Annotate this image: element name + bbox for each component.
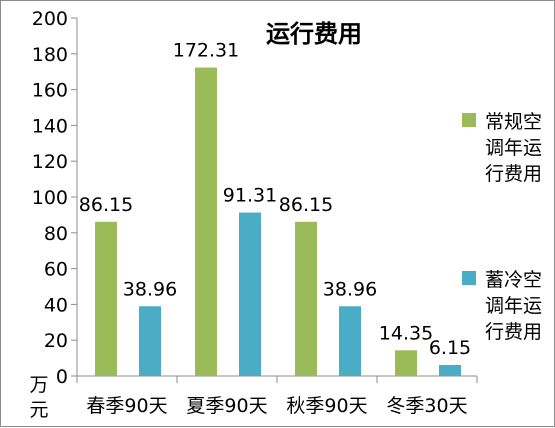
y-tick-label: 0: [56, 366, 68, 388]
bar: [395, 350, 417, 376]
bar: [195, 67, 217, 377]
y-axis-label: 万元: [29, 374, 48, 421]
legend-entry: 常规空调年运行费用: [485, 111, 542, 185]
y-tick-label: 80: [44, 223, 68, 245]
bar: [339, 306, 361, 376]
data-label: 86.15: [79, 194, 133, 216]
bar: [439, 364, 461, 376]
bar: [95, 221, 117, 376]
legend-entry: 蓄冷空调年运行费用: [485, 269, 542, 343]
y-tick-label: 140: [32, 115, 68, 137]
y-axis-label-char: 元: [29, 399, 48, 421]
y-tick-label: 180: [32, 44, 68, 66]
data-label: 91.31: [223, 185, 277, 207]
y-axis: 0 20 40 60 80 100 120 140 160 180 200: [32, 8, 78, 388]
data-label: 86.15: [279, 194, 333, 216]
y-tick-label: 120: [32, 151, 68, 173]
y-tick-label: 60: [44, 259, 68, 281]
y-tick-label: 20: [44, 330, 68, 352]
data-label: 14.35: [379, 322, 433, 344]
bar: [139, 306, 161, 376]
legend-swatch: [462, 271, 476, 285]
data-label: 172.31: [173, 40, 239, 62]
category-label: 春季90天: [86, 395, 167, 417]
chart-title: 运行费用: [266, 20, 362, 48]
category-label: 秋季90天: [286, 395, 367, 417]
bars: [95, 67, 461, 377]
x-axis: [76, 375, 478, 383]
y-tick-label: 200: [32, 8, 68, 30]
bar: [239, 212, 261, 376]
category-label: 冬季30天: [386, 395, 467, 417]
bar: [295, 221, 317, 376]
data-label: 38.96: [323, 278, 377, 300]
y-tick-label: 100: [32, 187, 68, 209]
y-axis-label-char: 万: [29, 374, 48, 396]
y-tick-label: 40: [44, 294, 68, 316]
category-label: 夏季90天: [186, 395, 267, 417]
legend-swatch: [462, 113, 476, 127]
category-labels: 春季90天 夏季90天 秋季90天 冬季30天: [86, 395, 467, 417]
y-tick-label: 160: [32, 80, 68, 102]
data-label: 6.15: [429, 337, 471, 359]
data-label: 38.96: [123, 278, 177, 300]
